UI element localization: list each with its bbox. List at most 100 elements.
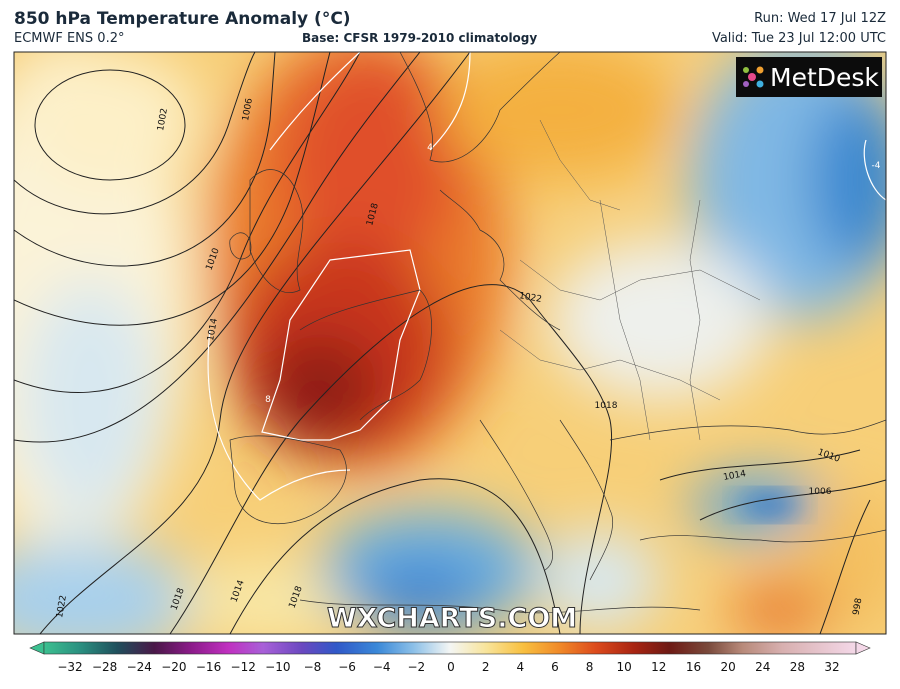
colorbar-label: −20: [161, 660, 186, 674]
field-warm: [180, 560, 360, 634]
coastline: [439, 189, 561, 331]
colorbar-label: −24: [127, 660, 152, 674]
colorbar-label: 24: [755, 660, 770, 674]
isobar: [39, 52, 471, 634]
title: 850 hPa Temperature Anomaly (°C): [14, 9, 351, 29]
logo-box: [736, 57, 882, 97]
border: [499, 329, 721, 401]
logo-dot: [756, 80, 764, 88]
valid: Valid: Tue 23 Jul 12:00 UTC: [711, 31, 886, 46]
contour-label: 1006: [241, 97, 255, 122]
isobar: [819, 499, 871, 634]
border: [519, 259, 761, 301]
map-frame: [13, 51, 887, 635]
colorbar-label: 10: [617, 660, 632, 674]
anomaly-contour: [261, 249, 421, 441]
field-red: [280, 52, 460, 270]
isobars: [14, 52, 886, 634]
map: 1002 100610101014101810221018101410101006…: [14, 52, 886, 634]
field-orange: [730, 580, 830, 634]
colorbar-label: −12: [231, 660, 256, 674]
contour-label: 4: [427, 143, 433, 153]
logo-icon: [743, 66, 764, 88]
isobar: [14, 52, 256, 215]
logo: MetDesk: [770, 63, 879, 92]
colorbar-arrow: [855, 641, 871, 655]
coastline: [399, 52, 561, 163]
colorbar: [43, 641, 857, 655]
coastline: [299, 289, 432, 421]
coastline: [229, 232, 252, 260]
coastline: [249, 169, 304, 293]
colorbar-label: 12: [651, 660, 666, 674]
isobar: [659, 449, 861, 481]
anomaly-contour: [429, 52, 471, 151]
border: [539, 119, 621, 211]
colorbar-label: −32: [57, 660, 82, 674]
coastline: [609, 419, 886, 441]
colorbar-labels: −32 −28 −24 −20 −16 −12 −10 −8 −6 −4 −2 0 2 4 6 8 10 12 16…: [57, 660, 839, 674]
isobar: [34, 69, 186, 181]
contour-label: 1022: [55, 595, 69, 619]
border: [599, 199, 651, 441]
watermark: WXCHARTS.COM: [327, 603, 577, 634]
colorbar-arrow: [29, 641, 45, 655]
isobar: [229, 478, 561, 634]
colorbar-label: 20: [720, 660, 735, 674]
contour-labels: 1002 100610101014101810221018101410101006…: [55, 97, 881, 619]
colorbar-label: 6: [551, 660, 559, 674]
colorbar-label: −6: [338, 660, 356, 674]
contour-label: 1022: [518, 291, 542, 305]
isobar: [14, 52, 361, 394]
field-blue: [740, 493, 800, 517]
field-orange: [440, 52, 680, 180]
colorbar-label: −10: [265, 660, 290, 674]
colorbar-label: −2: [408, 660, 426, 674]
contour-label: 8: [265, 395, 271, 405]
contour-label: 1014: [206, 317, 220, 342]
contour-label: 998: [852, 597, 865, 616]
coastline: [639, 529, 886, 543]
field-blue: [810, 90, 886, 270]
colorbar-label: 0: [447, 660, 455, 674]
run: Run: Wed 17 Jul 12Z: [754, 11, 886, 26]
logo-dot: [743, 81, 749, 87]
field-cool: [14, 540, 200, 634]
coastline: [559, 419, 614, 581]
model: ECMWF ENS 0.2°: [14, 31, 125, 46]
coastline: [229, 435, 347, 524]
coastline: [299, 599, 701, 614]
colorbar-label: −28: [92, 660, 117, 674]
isobar: [14, 52, 331, 326]
anomaly-contour: [207, 329, 351, 501]
colorbar-label: 2: [482, 660, 490, 674]
field-cool: [20, 280, 160, 520]
contour-label: 1018: [595, 401, 618, 411]
coastline: [479, 419, 553, 571]
anomaly-contour: [269, 52, 361, 151]
borders: [499, 119, 761, 441]
logo-dot: [756, 66, 764, 74]
coastlines: [229, 52, 886, 614]
border: [689, 199, 701, 441]
colorbar-label: 16: [686, 660, 701, 674]
field-cool: [540, 530, 660, 630]
field-blue: [360, 565, 480, 625]
colorbar-label: 4: [516, 660, 524, 674]
contour-label: -4: [872, 161, 881, 171]
anomaly-contours: [207, 52, 886, 501]
colorbar-label: −16: [196, 660, 221, 674]
anomaly-contour: [863, 139, 886, 201]
logo-dot: [748, 73, 756, 81]
colorbar-label: 32: [824, 660, 839, 674]
base: Base: CFSR 1979-2010 climatology: [302, 31, 538, 45]
field-pale: [20, 52, 200, 190]
colorbar-label: −8: [304, 660, 322, 674]
field-neutral: [550, 240, 770, 400]
colorbar-label: 28: [790, 660, 805, 674]
colorbar-label: −4: [373, 660, 391, 674]
anomaly-field: [14, 52, 886, 634]
isobar: [169, 284, 613, 634]
